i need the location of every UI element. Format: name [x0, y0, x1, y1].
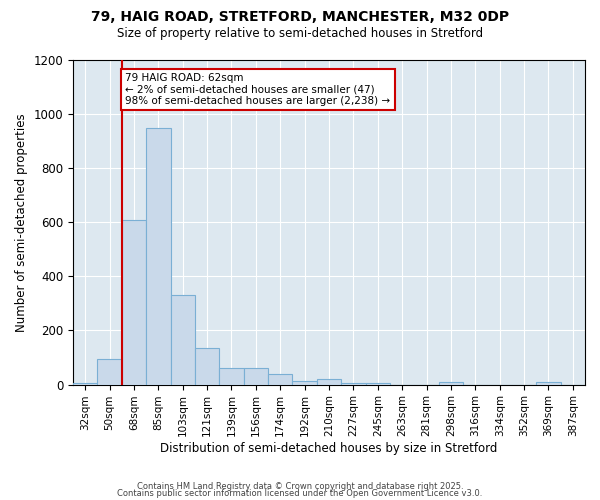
Bar: [439, 382, 463, 384]
Text: Contains HM Land Registry data © Crown copyright and database right 2025.: Contains HM Land Registry data © Crown c…: [137, 482, 463, 491]
Text: 79 HAIG ROAD: 62sqm
← 2% of semi-detached houses are smaller (47)
98% of semi-de: 79 HAIG ROAD: 62sqm ← 2% of semi-detache…: [125, 73, 391, 106]
Y-axis label: Number of semi-detached properties: Number of semi-detached properties: [15, 113, 28, 332]
Bar: [170, 296, 195, 384]
Bar: [341, 383, 365, 384]
Bar: [292, 380, 317, 384]
Bar: [536, 382, 560, 384]
Bar: [195, 348, 220, 385]
Bar: [317, 379, 341, 384]
Text: 79, HAIG ROAD, STRETFORD, MANCHESTER, M32 0DP: 79, HAIG ROAD, STRETFORD, MANCHESTER, M3…: [91, 10, 509, 24]
Bar: [146, 128, 170, 384]
Bar: [244, 368, 268, 384]
Bar: [73, 383, 97, 384]
Bar: [365, 383, 390, 384]
Bar: [268, 374, 292, 384]
Bar: [97, 359, 122, 384]
X-axis label: Distribution of semi-detached houses by size in Stretford: Distribution of semi-detached houses by …: [160, 442, 498, 455]
Bar: [220, 368, 244, 384]
Text: Size of property relative to semi-detached houses in Stretford: Size of property relative to semi-detach…: [117, 28, 483, 40]
Text: Contains public sector information licensed under the Open Government Licence v3: Contains public sector information licen…: [118, 490, 482, 498]
Bar: [122, 220, 146, 384]
